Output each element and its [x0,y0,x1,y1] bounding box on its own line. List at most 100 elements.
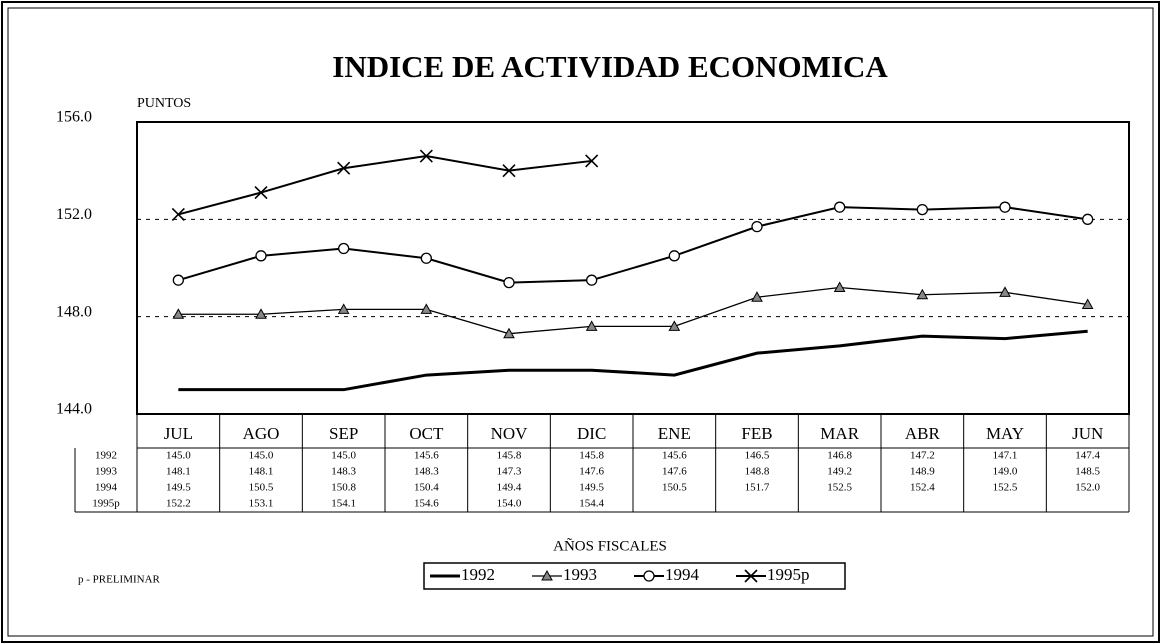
marker [1081,298,1094,309]
legend-label: 1994 [665,565,700,584]
x-tick-label: OCT [409,424,444,443]
table-cell: 152.0 [1075,482,1100,494]
marker [1082,213,1094,225]
x-tick-label: ABR [905,424,941,443]
table-cell: 147.3 [497,466,522,478]
table-cell: 149.0 [993,466,1018,478]
marker [668,250,680,262]
table-cell: 145.8 [579,450,604,462]
table-cell: 152.2 [166,498,191,510]
table-cell: 150.8 [331,482,356,494]
table-cell: 150.4 [414,482,439,494]
x-tick-label: AGO [243,424,280,443]
y-tick-label: 148.0 [56,303,92,320]
x-axis-label: AÑOS FISCALES [553,538,667,554]
series-line [178,155,592,216]
table-cell: 147.2 [910,450,935,462]
table-cell: 149.5 [579,482,604,494]
series-line [178,206,1088,284]
x-tick-label: MAR [820,424,859,443]
table-cell: 148.1 [249,466,274,478]
marker [419,149,433,163]
y-tick-label: 152.0 [56,206,92,223]
table-cell: 148.9 [910,466,935,478]
table-cell: 152.4 [910,482,935,494]
table-cell: 149.2 [827,466,852,478]
marker [744,569,758,583]
table-cell: 147.1 [993,450,1018,462]
x-tick-label: JUL [164,424,193,443]
legend-label: 1995p [767,565,810,584]
marker [254,186,268,200]
legend-box [423,562,846,590]
x-tick-label: MAY [986,424,1024,443]
inner-frame [7,7,1154,637]
table-cell: 145.6 [662,450,687,462]
table-row-label: 1995p [92,498,120,510]
marker [255,308,267,319]
legend-label: 1992 [461,565,495,584]
note: p - PRELIMINAR [78,574,161,586]
x-tick-label: ENE [658,424,691,443]
marker [541,569,553,581]
marker [503,276,515,289]
table-cell: 146.8 [827,450,852,462]
marker [916,288,929,300]
legend-label: 1993 [563,565,597,584]
table-row-label: 1992 [95,450,117,462]
chart-title: INDICE DE ACTIVIDAD ECONOMICA [332,49,888,84]
marker [585,154,599,168]
table-cell: 147.4 [1075,450,1100,462]
table-cell: 150.5 [249,482,274,494]
table-cell: 151.7 [745,482,770,494]
marker [338,242,350,255]
x-tick-label: FEB [741,424,772,443]
marker [171,207,185,222]
table-cell: 148.3 [414,466,439,478]
table-cell: 153.1 [249,498,274,510]
marker [420,252,432,264]
x-tick-label: NOV [491,424,529,443]
y-tick-label: 156.0 [56,109,92,126]
marker [834,201,846,213]
marker [751,291,763,302]
series-line [178,329,1088,392]
table-cell: 152.5 [993,482,1018,494]
marker [586,274,598,286]
table-cell: 154.4 [579,498,604,510]
table-cell: 148.8 [745,466,770,478]
table-cell: 145.0 [166,450,191,462]
y-axis-label: PUNTOS [137,96,191,111]
table-cell: 145.8 [497,450,522,462]
marker [585,320,598,331]
marker [643,570,655,582]
marker [503,327,515,339]
table-row-label: 1994 [95,482,118,494]
x-tick-label: JUN [1072,424,1103,443]
marker [420,303,433,314]
x-tick-label: SEP [329,424,358,443]
marker [833,281,846,292]
marker [172,274,184,286]
marker [337,303,350,314]
marker [337,161,351,175]
marker [999,201,1011,213]
table-cell: 145.0 [249,450,274,462]
marker [751,220,763,233]
table-cell: 149.5 [166,482,191,494]
table-cell: 154.0 [497,498,522,510]
table-cell: 146.5 [745,450,770,462]
table-cell: 148.5 [1075,466,1100,478]
marker [668,320,681,331]
table-row-label: 1993 [95,466,118,478]
table-cell: 148.3 [331,466,356,478]
marker [999,286,1011,297]
series-line [178,286,1088,335]
table-cell: 154.1 [331,498,356,510]
table-cell: 147.6 [662,466,687,478]
table-cell: 150.5 [662,482,687,494]
table-cell: 154.6 [414,498,439,510]
